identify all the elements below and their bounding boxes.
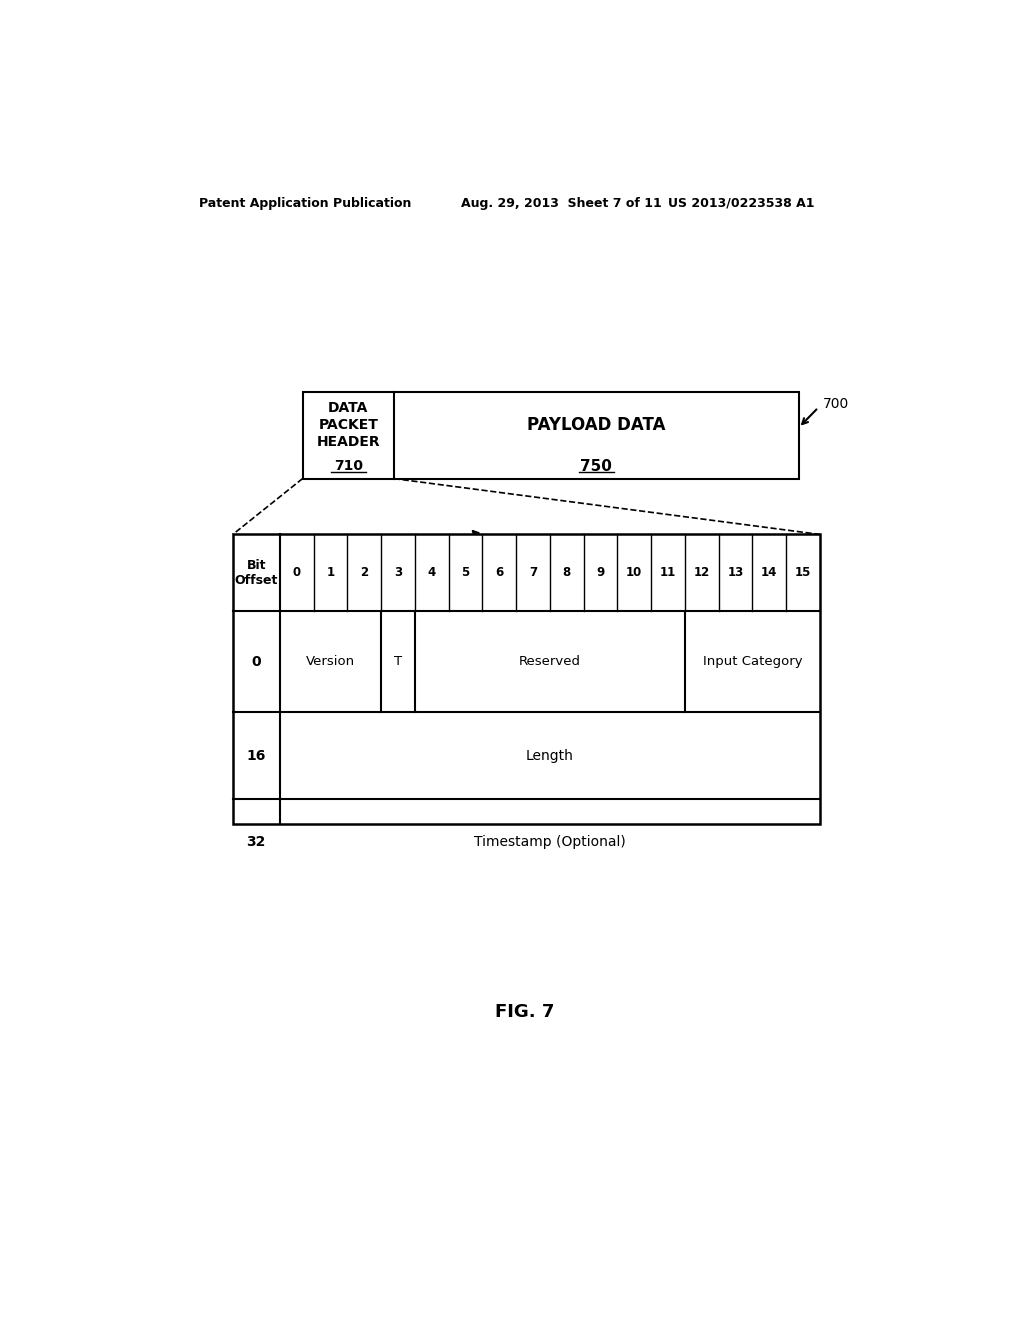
- Bar: [303, 392, 799, 479]
- Text: 710: 710: [334, 459, 362, 474]
- Text: PAYLOAD DATA: PAYLOAD DATA: [527, 416, 666, 434]
- Text: Timestamp (Optional): Timestamp (Optional): [474, 836, 626, 849]
- Text: 7: 7: [529, 566, 537, 579]
- Text: 9: 9: [596, 566, 604, 579]
- Text: Bit
Offset: Bit Offset: [234, 558, 278, 586]
- Text: 16: 16: [247, 748, 266, 763]
- Text: T: T: [394, 655, 402, 668]
- Text: Input Category: Input Category: [702, 655, 802, 668]
- Bar: [232, 535, 820, 824]
- Text: 11: 11: [659, 566, 676, 579]
- Text: 5: 5: [462, 566, 470, 579]
- Text: 1: 1: [327, 566, 335, 579]
- Text: 3: 3: [394, 566, 402, 579]
- Text: 0: 0: [293, 566, 301, 579]
- Text: 0: 0: [252, 655, 261, 668]
- Text: 15: 15: [795, 566, 811, 579]
- Text: Reserved: Reserved: [519, 655, 581, 668]
- Text: 700: 700: [822, 397, 849, 412]
- Text: Version: Version: [306, 655, 355, 668]
- Text: 720: 720: [492, 543, 518, 557]
- Text: FIG. 7: FIG. 7: [496, 1003, 554, 1022]
- Text: Length: Length: [526, 748, 573, 763]
- Text: 4: 4: [428, 566, 436, 579]
- Text: 13: 13: [727, 566, 743, 579]
- Text: US 2013/0223538 A1: US 2013/0223538 A1: [668, 197, 814, 210]
- Text: Patent Application Publication: Patent Application Publication: [200, 197, 412, 210]
- Text: 6: 6: [495, 566, 504, 579]
- Text: 32: 32: [247, 836, 266, 849]
- Text: 750: 750: [581, 459, 612, 474]
- Text: 8: 8: [562, 566, 571, 579]
- Text: 12: 12: [693, 566, 710, 579]
- Text: 2: 2: [360, 566, 369, 579]
- Text: 14: 14: [761, 566, 777, 579]
- Text: Aug. 29, 2013  Sheet 7 of 11: Aug. 29, 2013 Sheet 7 of 11: [461, 197, 663, 210]
- Text: DATA
PACKET
HEADER: DATA PACKET HEADER: [316, 401, 380, 449]
- Text: 10: 10: [626, 566, 642, 579]
